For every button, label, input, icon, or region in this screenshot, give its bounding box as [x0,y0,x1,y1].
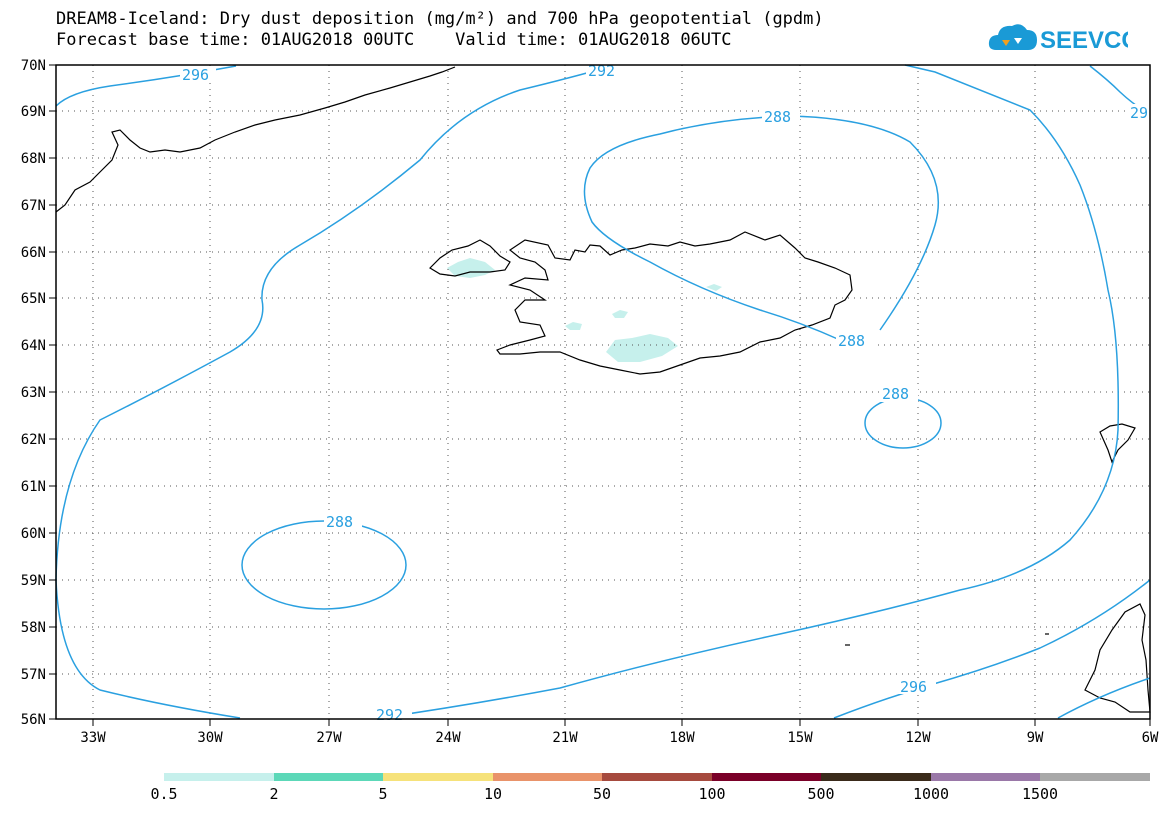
lat-tick-label: 70N [21,58,46,74]
colorbar-label: 1500 [1022,785,1058,803]
contour-288-southwest [241,520,407,610]
colorbar-label: 0.5 [150,785,177,803]
lon-tick-label: 33W [80,730,106,746]
lat-tick-label: 63N [21,385,46,401]
lat-tick-label: 56N [21,712,46,728]
colorbar: 0.5 2 5 10 50 100 500 1000 1500 [150,773,1150,803]
lat-tick-label: 66N [21,245,46,261]
colorbar-swatch [164,773,274,781]
lat-tick-label: 67N [21,198,46,214]
colorbar-swatch [274,773,383,781]
cloud-icon [988,24,1037,50]
contour-300-southeast [1057,677,1151,719]
contour-label: 292 [376,706,403,724]
colorbar-swatch [821,773,931,781]
lat-tick-label: 57N [21,667,46,683]
iceland-coastline [496,231,853,375]
logo-text: SEEVCCC [1040,27,1128,54]
lon-tick-label: 24W [435,730,461,746]
contour-label: 288 [882,385,909,403]
lon-tick-label: 6W [1142,730,1159,746]
dust-deposition-patches [447,258,722,362]
colorbar-label: 50 [593,785,611,803]
seevccc-logo: SEEVCCC [988,24,1128,54]
contour-label: 288 [764,108,791,126]
westfjords-coastline [429,239,511,277]
lon-tick-label: 18W [669,730,695,746]
colorbar-swatch [712,773,821,781]
colorbar-swatch [493,773,602,781]
colorbar-label: 100 [698,785,725,803]
colorbar-label: 1000 [913,785,949,803]
lat-tick-label: 58N [21,620,46,636]
scotland-coastline [1084,603,1151,713]
contour-label: 288 [326,513,353,531]
lon-tick-label: 12W [905,730,931,746]
coastlines [55,66,1151,713]
contour-labels: 296 292 288 29 288 288 288 296 292 [180,62,1150,724]
chart-title: DREAM8-Iceland: Dry dust deposition (mg/… [56,9,824,29]
contour-label: 29 [1130,104,1148,122]
contour-296-southeast [833,579,1151,719]
contour-288-iceland [583,115,939,341]
colorbar-label: 2 [269,785,278,803]
lon-tick-label: 30W [197,730,223,746]
greenland-coastline [55,66,456,213]
lon-tick-label: 27W [316,730,342,746]
lat-tick-label: 65N [21,291,46,307]
lat-tick-label: 59N [21,573,46,589]
lon-tick-label: 15W [787,730,813,746]
lat-tick-label: 61N [21,479,46,495]
lon-tick-label: 9W [1027,730,1044,746]
lon-tick-label: 21W [552,730,578,746]
contour-292-west [55,65,613,719]
lat-tick-label: 68N [21,151,46,167]
contour-label: 296 [900,678,927,696]
colorbar-swatch [1040,773,1150,781]
contour-label: 292 [588,62,615,80]
colorbar-label: 5 [378,785,387,803]
colorbar-swatch [931,773,1040,781]
contour-292-southeast [379,64,1120,719]
lon-tick-labels: 33W 30W 27W 24W 21W 18W 15W 12W 9W 6W [80,730,1159,746]
lat-tick-label: 62N [21,432,46,448]
colorbar-swatch [383,773,493,781]
lat-tick-label: 64N [21,338,46,354]
axis-ticks [49,64,1151,726]
faroe-coastline [1099,423,1136,464]
lat-tick-label: 60N [21,526,46,542]
contour-288-east [864,397,942,449]
gridlines [56,65,1150,718]
contour-label: 296 [182,66,209,84]
lat-tick-label: 69N [21,104,46,120]
colorbar-label: 10 [484,785,502,803]
colorbar-label: 500 [807,785,834,803]
contour-label: 288 [838,332,865,350]
lat-tick-labels: 70N 69N 68N 67N 66N 65N 64N 63N 62N 61N … [21,58,46,728]
chart-subtitle: Forecast base time: 01AUG2018 00UTC Vali… [56,30,732,50]
colorbar-swatch [602,773,712,781]
